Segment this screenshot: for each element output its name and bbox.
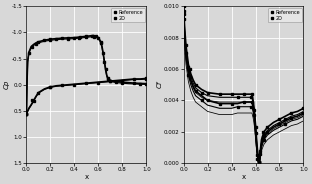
Legend: Reference, 2D: Reference, 2D	[111, 8, 145, 22]
Reference	[258, 150, 262, 152]
2D	[27, 52, 31, 54]
2D	[34, 43, 38, 45]
2D	[77, 37, 81, 39]
Reference	[94, 35, 98, 37]
Reference	[242, 93, 246, 95]
Y-axis label: Cp: Cp	[4, 80, 10, 89]
Reference	[31, 46, 34, 48]
Reference	[120, 81, 124, 83]
Reference	[144, 83, 148, 85]
Reference	[182, 5, 185, 7]
2D	[254, 126, 257, 128]
Reference	[109, 79, 112, 82]
2D	[25, 112, 28, 115]
Line: Reference: Reference	[183, 5, 305, 163]
2D	[284, 118, 287, 120]
Reference	[49, 38, 52, 40]
2D	[257, 161, 261, 163]
2D	[182, 10, 185, 12]
2D	[120, 82, 124, 84]
Reference	[250, 93, 254, 95]
2D	[99, 42, 103, 44]
Reference	[230, 93, 233, 95]
2D	[85, 36, 88, 38]
2D	[236, 96, 239, 98]
2D	[106, 78, 110, 81]
X-axis label: x: x	[84, 174, 89, 180]
Reference	[302, 107, 305, 109]
Reference	[261, 131, 265, 133]
2D	[187, 66, 190, 69]
2D	[249, 96, 253, 98]
2D	[262, 134, 266, 136]
Reference	[42, 39, 46, 41]
Y-axis label: Cf: Cf	[156, 81, 162, 88]
Line: 2D: 2D	[183, 10, 286, 163]
Reference	[184, 44, 188, 47]
Reference	[218, 93, 222, 95]
Reference	[194, 84, 197, 86]
Reference	[66, 37, 70, 39]
Legend: Reference, 2D: Reference, 2D	[268, 8, 302, 22]
Reference	[278, 118, 281, 120]
Reference	[101, 52, 105, 54]
X-axis label: x: x	[241, 174, 246, 180]
Reference	[115, 80, 118, 83]
Reference	[85, 35, 88, 37]
2D	[66, 38, 70, 40]
Reference	[61, 37, 64, 39]
Reference	[206, 91, 209, 94]
2D	[103, 61, 106, 63]
2D	[49, 39, 52, 41]
Reference	[255, 154, 259, 157]
Reference	[252, 109, 256, 111]
Reference	[96, 36, 100, 39]
Reference	[290, 112, 293, 114]
Line: Reference: Reference	[26, 35, 147, 115]
Reference	[90, 35, 94, 37]
Reference	[37, 41, 40, 43]
Reference	[99, 41, 103, 43]
Reference	[55, 38, 58, 40]
Reference	[25, 112, 28, 115]
2D	[200, 91, 203, 94]
Reference	[188, 68, 192, 70]
Reference	[106, 77, 110, 79]
Reference	[257, 161, 261, 163]
2D	[92, 36, 95, 38]
Reference	[79, 36, 82, 38]
2D	[139, 83, 142, 85]
Line: 2D: 2D	[26, 36, 141, 115]
Reference	[266, 126, 269, 128]
Reference	[133, 82, 136, 84]
Reference	[104, 68, 107, 70]
Reference	[73, 36, 76, 39]
